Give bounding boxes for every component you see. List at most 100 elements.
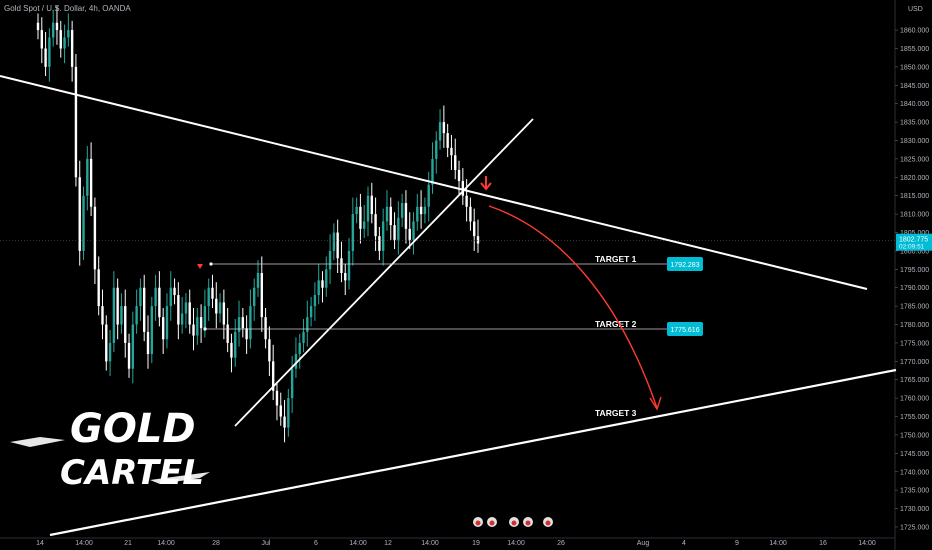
y-tick-label: 1735.000 [900, 488, 929, 495]
y-tick-label: 1730.000 [900, 506, 929, 513]
candle-body [226, 324, 229, 343]
candle-body [203, 306, 207, 329]
event-icon-dot [489, 520, 495, 526]
y-tick-label: 1855.000 [900, 46, 929, 53]
candle-body [105, 324, 108, 362]
candle-body [169, 287, 172, 307]
support-trendline [49, 368, 897, 537]
event-icon-dot [545, 520, 551, 526]
candle-body [184, 302, 188, 314]
candle-body [332, 232, 336, 251]
candle-body [67, 30, 70, 38]
candle-body [241, 317, 245, 329]
candle-body [268, 339, 271, 362]
y-tick-label: 1845.000 [900, 83, 929, 90]
candle-body [215, 298, 218, 314]
x-tick-label: 14:00 [157, 540, 175, 547]
logo-gold: GOLD [70, 406, 196, 452]
x-tick-label: 12 [384, 540, 392, 547]
candle-body [309, 306, 313, 318]
candle-body [271, 361, 275, 391]
candle-body [120, 306, 123, 325]
candle-body [378, 236, 381, 251]
candle-body [63, 37, 66, 49]
candle-body [150, 306, 153, 354]
candle-body [264, 317, 267, 340]
y-tick-label: 1860.000 [900, 28, 929, 35]
candle-body [404, 203, 408, 229]
x-tick-label: 28 [212, 540, 220, 547]
x-tick-label: 4 [682, 540, 686, 547]
candle-body [161, 317, 165, 340]
candle-body [86, 158, 89, 196]
candle-body [461, 180, 465, 196]
y-tick-label: 1755.000 [900, 414, 929, 421]
x-tick-label: 26 [557, 540, 565, 547]
x-tick-label: 6 [314, 540, 318, 547]
y-tick-label: 1810.000 [900, 212, 929, 219]
candle-body [431, 158, 434, 185]
currency-label: USD [908, 6, 923, 13]
candle-body [446, 133, 449, 148]
down-arrow [480, 176, 492, 191]
x-tick-label: Aug [637, 540, 650, 547]
candle-body [59, 30, 62, 49]
candle-body [124, 306, 127, 343]
descending-trendline [0, 75, 868, 290]
x-tick-label: 9 [735, 540, 739, 547]
candle-body [370, 195, 373, 215]
symbol-header: Gold Spot / U.S. Dollar, 4h, OANDA [4, 4, 131, 13]
current-price-box [896, 233, 932, 251]
candle-body [419, 206, 423, 215]
candle-body [450, 147, 453, 156]
x-tick-label: 14:00 [769, 540, 787, 547]
candle-body [260, 273, 263, 318]
candle-body [416, 206, 419, 222]
candle-body [82, 195, 85, 251]
candle-body [374, 214, 377, 237]
candle-body [253, 287, 256, 307]
candle-body [347, 250, 351, 281]
y-tick-label: 1745.000 [900, 451, 929, 458]
candle-body [143, 287, 146, 332]
target-1-marker [209, 262, 213, 266]
candle-body [112, 287, 116, 343]
candle-body [290, 368, 294, 399]
y-tick-label: 1780.000 [900, 322, 929, 329]
candle-body [51, 22, 55, 38]
target-2-marker [203, 327, 207, 331]
y-tick-label: 1835.000 [900, 120, 929, 127]
candle-body [135, 306, 138, 325]
y-tick-label: 1765.000 [900, 377, 929, 384]
chart-grid [0, 0, 896, 550]
candle-body [336, 232, 339, 259]
candle-body [36, 22, 40, 31]
x-tick-label: 14:00 [421, 540, 439, 547]
candle-body [313, 295, 317, 307]
candle-body [237, 317, 241, 332]
candle-body [116, 287, 119, 325]
candle-body [275, 390, 279, 406]
candle-body [328, 250, 332, 270]
y-tick-label: 1790.000 [900, 285, 929, 292]
candle-body [355, 206, 358, 215]
x-tick-label: 21 [124, 540, 132, 547]
y-tick-label: 1770.000 [900, 359, 929, 366]
target-1-price-box [667, 257, 703, 271]
candle-body [363, 221, 366, 229]
event-icon-dot [525, 520, 531, 526]
y-tick-label: 1795.000 [900, 267, 929, 274]
y-tick-label: 1830.000 [900, 138, 929, 145]
target-2-label: TARGET 2 [595, 319, 637, 329]
candle-body [177, 295, 180, 325]
candle-body [74, 66, 78, 178]
target-3-label: TARGET 3 [595, 408, 637, 418]
candle-body [279, 405, 282, 417]
candle-body [55, 22, 59, 31]
event-icon-dot [511, 520, 517, 526]
y-tick-label: 1820.000 [900, 175, 929, 182]
candle-body [469, 206, 472, 222]
countdown: 02:09:51 [899, 244, 925, 251]
x-tick-label: 19 [472, 540, 480, 547]
